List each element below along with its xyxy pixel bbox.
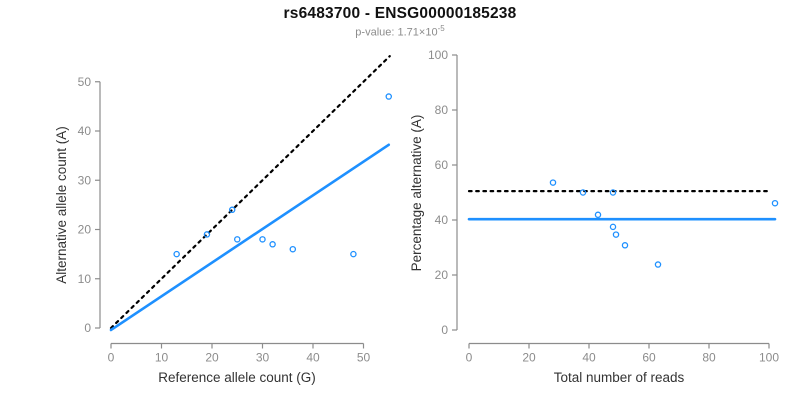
y-tick-label: 30 [78, 173, 92, 187]
y-tick-label: 60 [435, 158, 449, 172]
x-tick-label: 20 [522, 351, 536, 365]
x-axis-title: Reference allele count (G) [158, 370, 316, 385]
data-point [233, 236, 241, 243]
data-point [609, 189, 617, 196]
data-point [579, 189, 587, 196]
x-axis-title: Total number of reads [554, 370, 685, 385]
percentage-vs-reads-scatter: 0 20 40 60 80 100 0 20 40 60 80 100 Total number of … [409, 48, 779, 385]
allele-counts-scatter: 0 10 20 30 40 50 0 10 20 30 40 50 Reference allele c… [54, 55, 392, 385]
data-point [269, 241, 276, 248]
data-point [259, 236, 266, 243]
data-point [609, 223, 617, 231]
p-value-label: p-value: 1.71×10-5 [0, 24, 800, 39]
p-value-exponent: -5 [437, 24, 445, 33]
y-tick-label: 0 [84, 321, 91, 335]
data-point [385, 93, 392, 100]
y-tick-label: 40 [435, 213, 449, 227]
y-axis-title: Percentage alternative (A) [409, 115, 424, 272]
data-point [289, 245, 297, 253]
data-point [549, 179, 557, 186]
data-point [350, 250, 357, 258]
data-point [228, 206, 236, 214]
y-tick-label: 100 [428, 48, 448, 62]
data-point [594, 211, 602, 219]
x-tick-label: 100 [759, 351, 779, 365]
x-tick-label: 0 [108, 351, 115, 365]
y-axis-title: Alternative allele count (A) [54, 126, 69, 284]
y-tick-label: 20 [78, 223, 92, 237]
x-tick-label: 60 [642, 351, 656, 365]
y-tick-label: 20 [435, 268, 449, 282]
data-point [203, 231, 211, 238]
data-point [173, 250, 180, 258]
y-tick-label: 80 [435, 103, 449, 117]
plot-title: rs6483700 - ENSG00000185238 [283, 5, 517, 22]
x-tick-label: 50 [357, 351, 371, 365]
expected-identity-line [109, 55, 391, 330]
fitted-line [109, 143, 391, 332]
x-tick-label: 80 [702, 351, 716, 365]
data-point [612, 231, 620, 238]
x-tick-label: 0 [466, 351, 473, 365]
data-point [621, 242, 629, 249]
x-tick-label: 20 [205, 351, 219, 365]
x-tick-label: 40 [582, 351, 596, 365]
y-tick-label: 0 [441, 323, 448, 337]
data-point [654, 261, 662, 268]
y-tick-label: 10 [78, 272, 92, 286]
x-tick-label: 40 [306, 351, 320, 365]
y-tick-label: 40 [78, 124, 92, 138]
data-point [771, 199, 779, 207]
x-tick-label: 10 [155, 351, 169, 365]
y-tick-label: 50 [78, 75, 92, 89]
p-value-text: p-value: 1.71×10 [355, 26, 438, 39]
x-tick-label: 30 [256, 351, 270, 365]
